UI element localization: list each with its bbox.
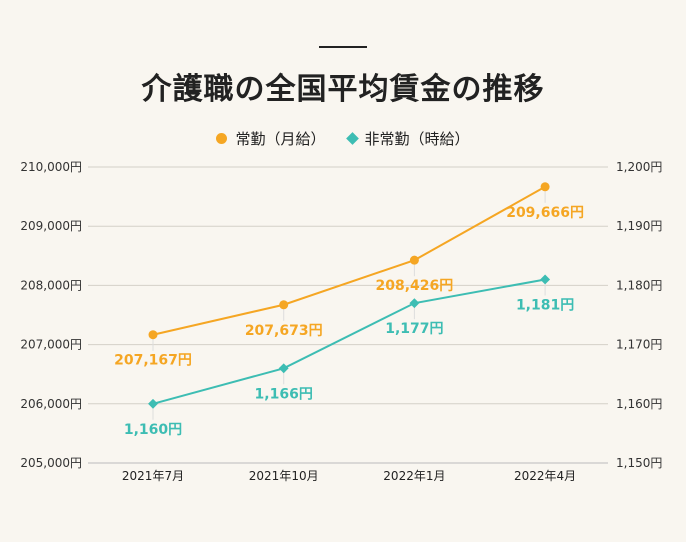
data-point — [540, 274, 551, 285]
left-axis-tick-label: 207,000円 — [20, 338, 82, 352]
data-point — [540, 182, 550, 192]
right-axis-tick-label: 1,170円 — [616, 338, 662, 352]
legend-label: 非常勤（時給） — [364, 130, 470, 148]
data-label: 208,426円 — [376, 278, 454, 294]
series-line — [152, 278, 546, 405]
data-point — [279, 300, 289, 310]
data-point — [148, 398, 158, 409]
left-axis-tick-label: 209,000円 — [20, 219, 82, 233]
left-axis-tick-label: 205,000円 — [20, 456, 82, 470]
series-line — [152, 185, 546, 336]
title-decoration-bar — [319, 46, 367, 48]
data-point — [409, 255, 419, 265]
x-axis-tick-label: 2021年7月 — [122, 469, 184, 483]
left-axis-tick-label: 206,000円 — [20, 397, 82, 411]
left-axis-tick-label: 210,000円 — [20, 160, 82, 174]
data-label: 209,666円 — [506, 205, 584, 221]
right-axis-tick-label: 1,190円 — [616, 219, 662, 233]
circle-marker-icon — [216, 133, 228, 144]
right-axis-tick-label: 1,150円 — [616, 456, 662, 470]
data-label: 207,167円 — [114, 353, 192, 369]
right-axis-tick-label: 1,200円 — [616, 160, 662, 174]
data-point — [278, 363, 289, 374]
legend: 常勤（月給） 非常勤（時給） — [0, 128, 686, 149]
legend-item-parttime: 非常勤（時給） — [345, 128, 470, 149]
data-label: 1,166円 — [255, 386, 313, 402]
x-axis-tick-label: 2022年4月 — [514, 469, 576, 483]
legend-item-fulltime: 常勤（月給） — [216, 128, 326, 149]
left-axis-tick-label: 208,000円 — [20, 278, 82, 292]
data-point — [148, 330, 158, 340]
chart-title: 介護職の全国平均賃金の推移 — [141, 72, 545, 107]
x-axis-tick-label: 2022年1月 — [383, 469, 445, 483]
x-axis-tick-label: 2021年10月 — [249, 469, 319, 483]
legend-label: 常勤（月給） — [235, 130, 326, 148]
data-point — [409, 298, 420, 309]
data-label: 1,160円 — [124, 422, 182, 438]
data-label: 207,673円 — [245, 323, 323, 339]
data-label: 1,177円 — [385, 321, 443, 337]
right-axis-tick-label: 1,160円 — [616, 397, 662, 411]
data-label: 1,181円 — [516, 297, 574, 313]
right-axis-tick-label: 1,180円 — [616, 278, 662, 292]
